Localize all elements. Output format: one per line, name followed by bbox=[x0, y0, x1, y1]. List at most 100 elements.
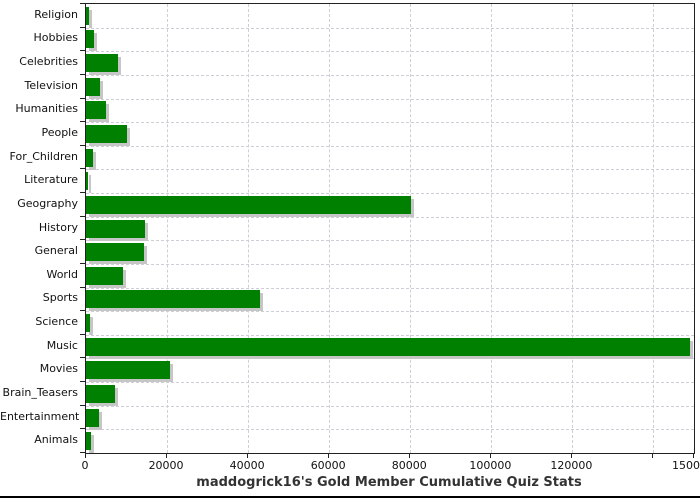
horizontal-gridline bbox=[86, 358, 694, 360]
bar-shadow bbox=[89, 175, 91, 194]
category-label: History bbox=[38, 220, 78, 234]
x-axis-label: 60000 bbox=[310, 459, 346, 472]
y-axis-tick bbox=[80, 287, 85, 288]
bar-literature bbox=[86, 172, 88, 191]
bar-people bbox=[86, 124, 128, 143]
x-axis-tick bbox=[693, 453, 694, 458]
category-label: Literature bbox=[24, 173, 78, 187]
y-axis-tick bbox=[80, 192, 85, 193]
vertical-gridline bbox=[653, 4, 655, 453]
bar-music bbox=[86, 337, 690, 356]
x-axis-label: 40000 bbox=[229, 459, 265, 472]
bar-hobbies bbox=[86, 30, 95, 49]
y-axis-tick bbox=[80, 216, 85, 217]
y-axis-tick bbox=[80, 3, 85, 4]
horizontal-gridline bbox=[86, 145, 694, 147]
horizontal-gridline bbox=[86, 405, 694, 407]
vertical-gridline bbox=[329, 4, 331, 453]
horizontal-gridline bbox=[86, 122, 694, 124]
bar-celebrities bbox=[86, 54, 119, 73]
y-axis-tick bbox=[80, 263, 85, 264]
bottom-divider bbox=[0, 496, 700, 498]
vertical-gridline bbox=[572, 4, 574, 453]
y-axis-tick bbox=[80, 357, 85, 358]
horizontal-gridline bbox=[86, 169, 694, 171]
horizontal-gridline bbox=[86, 263, 694, 265]
category-label: Television bbox=[24, 78, 79, 92]
chart-title: maddogrick16's Gold Member Cumulative Qu… bbox=[196, 475, 582, 490]
category-label: Entertainment bbox=[0, 409, 80, 423]
category-label: Brain_Teasers bbox=[2, 385, 78, 399]
x-axis-tick bbox=[166, 453, 168, 458]
y-axis-tick bbox=[80, 27, 85, 28]
x-axis-label: 100000 bbox=[469, 459, 512, 472]
horizontal-gridline bbox=[86, 240, 694, 242]
bar-shadow bbox=[89, 435, 94, 454]
horizontal-gridline bbox=[86, 311, 694, 313]
horizontal-gridline bbox=[86, 98, 694, 100]
horizontal-gridline bbox=[86, 74, 694, 76]
y-axis-tick bbox=[80, 405, 85, 406]
y-axis-tick bbox=[80, 310, 85, 311]
x-axis-tick bbox=[328, 453, 330, 458]
x-axis-label: 20000 bbox=[148, 459, 184, 472]
horizontal-gridline bbox=[86, 27, 694, 29]
bar-for_children bbox=[86, 148, 94, 167]
bar-shadow bbox=[89, 9, 93, 28]
category-label: Hobbies bbox=[33, 31, 78, 45]
x-axis-tick bbox=[409, 453, 411, 458]
category-label: Sports bbox=[42, 291, 78, 305]
bar-geography bbox=[86, 195, 412, 214]
vertical-gridline bbox=[491, 4, 493, 453]
vertical-gridline bbox=[248, 4, 250, 453]
horizontal-gridline bbox=[86, 51, 694, 53]
plot-area bbox=[85, 3, 695, 454]
category-label: Animals bbox=[34, 433, 78, 447]
bar-religion bbox=[86, 6, 90, 25]
bar-world bbox=[86, 266, 123, 285]
horizontal-gridline bbox=[86, 429, 694, 431]
y-axis-tick bbox=[80, 168, 85, 169]
x-axis-label: 150000 bbox=[672, 459, 700, 472]
category-label: Celebrities bbox=[19, 55, 78, 69]
category-label: General bbox=[34, 244, 78, 258]
category-label: For_Children bbox=[9, 149, 78, 163]
y-axis-tick bbox=[80, 50, 85, 51]
bar-science bbox=[86, 314, 91, 333]
y-axis-tick bbox=[80, 145, 85, 146]
bar-television bbox=[86, 77, 100, 96]
x-axis-label: 120000 bbox=[550, 459, 593, 472]
horizontal-gridline bbox=[86, 287, 694, 289]
category-label: People bbox=[41, 125, 78, 139]
category-label: Religion bbox=[34, 7, 78, 21]
horizontal-gridline bbox=[86, 334, 694, 336]
x-axis-tick bbox=[490, 453, 492, 458]
x-axis-tick bbox=[247, 453, 249, 458]
y-axis-tick bbox=[80, 98, 85, 99]
x-axis-tick bbox=[85, 453, 86, 458]
horizontal-gridline bbox=[86, 193, 694, 195]
x-axis-label: 0 bbox=[81, 459, 89, 472]
bar-sports bbox=[86, 290, 261, 309]
category-label: Humanities bbox=[15, 102, 78, 116]
category-label: Science bbox=[35, 315, 78, 329]
category-label: Movies bbox=[39, 362, 78, 376]
bar-movies bbox=[86, 361, 170, 380]
y-axis-tick bbox=[80, 428, 85, 429]
bar-animals bbox=[86, 432, 91, 451]
horizontal-gridline bbox=[86, 382, 694, 384]
bar-history bbox=[86, 219, 145, 238]
category-label: Geography bbox=[17, 196, 78, 210]
vertical-gridline bbox=[167, 4, 169, 453]
category-label: Music bbox=[46, 338, 78, 352]
bar-shadow bbox=[89, 317, 94, 336]
vertical-gridline bbox=[410, 4, 412, 453]
x-axis-tick bbox=[571, 453, 573, 458]
bar-humanities bbox=[86, 101, 107, 120]
y-axis-tick bbox=[80, 381, 85, 382]
y-axis-tick bbox=[80, 121, 85, 122]
horizontal-gridline bbox=[86, 216, 694, 218]
bar-brain_teasers bbox=[86, 384, 116, 403]
bar-general bbox=[86, 243, 144, 262]
